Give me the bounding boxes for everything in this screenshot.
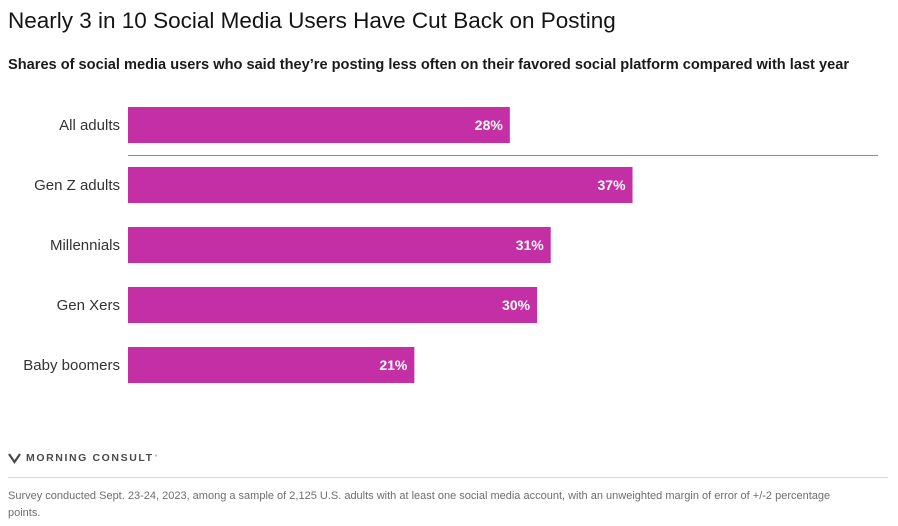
bar-millennials (128, 227, 551, 263)
category-label: Gen Xers (57, 297, 120, 314)
data-label: 21% (379, 357, 408, 373)
data-label: 37% (598, 177, 627, 193)
chart-subtitle: Shares of social media users who said th… (8, 57, 850, 73)
category-label: All adults (59, 117, 120, 134)
category-label: Gen Z adults (34, 177, 120, 194)
bar-gen-xers (128, 287, 538, 323)
data-label: 31% (516, 237, 545, 253)
bar-chart: All adults 28% Gen Z adults 37% Millennials 3… (23, 107, 878, 383)
morning-consult-logo-icon (8, 453, 21, 464)
data-label: 28% (475, 117, 504, 133)
footnote: Survey conducted Sept. 23-24, 2023, amon… (8, 490, 831, 519)
bar-baby-boomers (128, 347, 415, 383)
data-label: 30% (502, 297, 531, 313)
brand-trademark: ° (154, 455, 158, 461)
bar-all-adults (128, 107, 510, 143)
brand-footer: MORNING CONSULT ° (8, 452, 157, 464)
bar-gen-z-adults (128, 167, 633, 203)
brand-name: MORNING CONSULT (26, 452, 154, 464)
category-label: Millennials (50, 237, 120, 254)
chart-title: Nearly 3 in 10 Social Media Users Have C… (8, 8, 616, 33)
footer-divider (8, 477, 888, 478)
category-label: Baby boomers (23, 357, 120, 374)
